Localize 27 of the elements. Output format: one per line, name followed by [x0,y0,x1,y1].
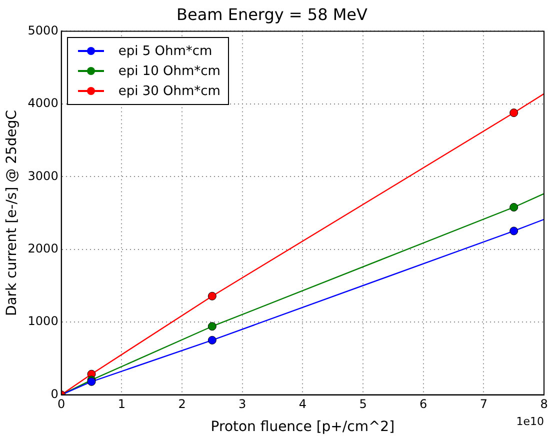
point [510,226,518,236]
x-tick-label: 4 [298,397,306,412]
point [510,108,518,118]
legend-label: epi 30 Ohm*cm [118,84,220,99]
y-axis-title: Dark current [e-/s] @ 25degC [4,110,20,316]
x-tick-label: 7 [480,397,488,412]
y-tick-label: 4000 [28,96,58,110]
text: 1e10 [516,415,544,428]
y-tick-label: 5000 [28,23,58,38]
y-tick-label: 1000 [28,314,58,328]
chart-title: Beam Energy = 58 MeV [176,4,368,24]
x-tick-label: 8 [540,397,548,412]
y-tick-label: 3000 [28,168,58,183]
x-axis-title: Proton fluence [p+/cm^2] [210,419,395,436]
x-tick-label: 2 [178,397,186,412]
point [208,336,216,344]
point [208,292,216,300]
x-tick-label: 5 [359,397,367,412]
legend-label: epi 10 Ohm*cm [118,64,220,79]
x-tick-label: 1 [118,397,126,412]
point [208,322,216,331]
y-tick-label: 0 [50,386,58,401]
point [510,203,518,212]
x-tick-label: 3 [238,397,246,412]
x-tick-label: 6 [420,397,428,412]
legend-label: epi 5 Ohm*cm [118,44,212,59]
y-tick-label: 2000 [28,241,58,256]
